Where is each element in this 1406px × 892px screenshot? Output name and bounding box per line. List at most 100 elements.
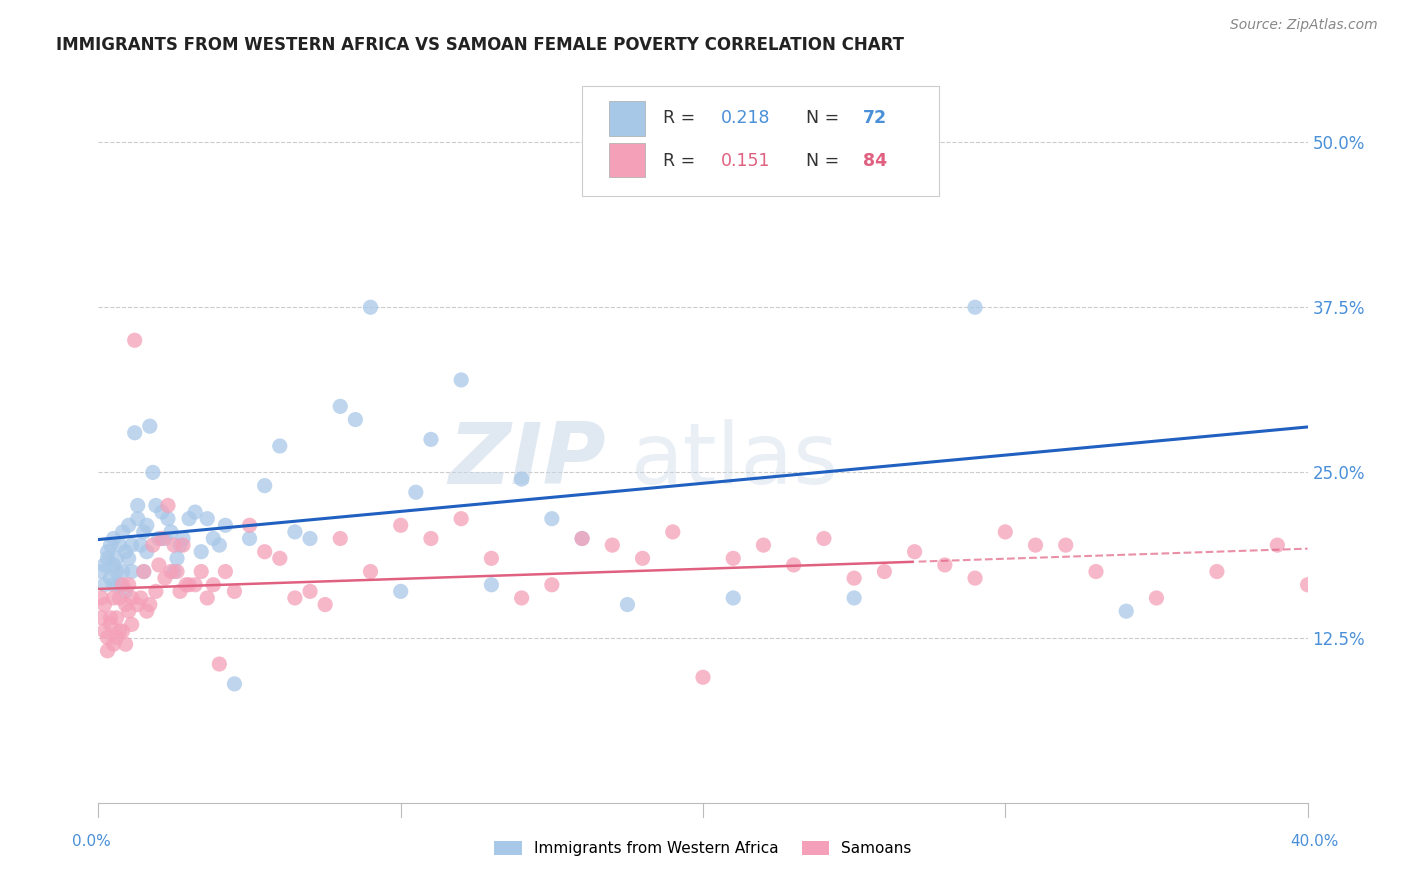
Point xyxy=(166,565,188,579)
Point xyxy=(118,578,141,592)
Text: R =: R = xyxy=(664,153,700,170)
Text: IMMIGRANTS FROM WESTERN AFRICA VS SAMOAN FEMALE POVERTY CORRELATION CHART: IMMIGRANTS FROM WESTERN AFRICA VS SAMOAN… xyxy=(56,36,904,54)
Point xyxy=(108,578,131,592)
Point xyxy=(405,485,427,500)
Point xyxy=(284,591,307,605)
Point xyxy=(224,584,246,599)
Point xyxy=(844,591,866,605)
Point xyxy=(129,538,152,552)
Point xyxy=(314,598,336,612)
Point xyxy=(118,604,141,618)
Point xyxy=(148,558,170,572)
Point xyxy=(169,538,191,552)
Point xyxy=(389,518,412,533)
Point xyxy=(661,524,683,539)
Point xyxy=(172,532,194,546)
Point xyxy=(96,545,118,559)
Point xyxy=(540,578,562,592)
Text: 0.218: 0.218 xyxy=(721,110,770,128)
Point xyxy=(169,584,191,599)
Point xyxy=(108,591,131,605)
Point xyxy=(813,532,835,546)
Point xyxy=(602,538,624,552)
Point xyxy=(111,565,134,579)
Point xyxy=(481,551,503,566)
Point xyxy=(195,511,218,525)
Point xyxy=(1024,538,1046,552)
Point xyxy=(150,505,173,519)
Point xyxy=(208,538,231,552)
Point xyxy=(114,598,136,612)
Point xyxy=(118,518,141,533)
Point xyxy=(100,538,122,552)
Point xyxy=(360,300,382,314)
Point xyxy=(156,499,179,513)
Point xyxy=(631,551,654,566)
Text: 84: 84 xyxy=(863,153,887,170)
Point xyxy=(179,578,201,592)
Point xyxy=(111,624,134,638)
Point xyxy=(153,532,176,546)
Point xyxy=(103,558,125,572)
Point xyxy=(269,551,291,566)
Point xyxy=(1054,538,1077,552)
Point xyxy=(723,551,745,566)
Point xyxy=(153,571,176,585)
Point xyxy=(202,578,225,592)
Point xyxy=(121,591,143,605)
Point xyxy=(329,400,352,414)
Point xyxy=(344,412,367,426)
Point xyxy=(239,518,262,533)
Point xyxy=(96,551,118,566)
Legend: Immigrants from Western Africa, Samoans: Immigrants from Western Africa, Samoans xyxy=(488,835,918,862)
Point xyxy=(1267,538,1289,552)
Point xyxy=(103,591,125,605)
Point xyxy=(93,598,115,612)
Text: 0.0%: 0.0% xyxy=(72,834,111,848)
FancyBboxPatch shape xyxy=(609,143,645,177)
Text: N =: N = xyxy=(806,110,845,128)
Point xyxy=(571,532,593,546)
Point xyxy=(100,617,122,632)
Point xyxy=(253,478,276,492)
Point xyxy=(1115,604,1137,618)
Point xyxy=(103,578,125,592)
Point xyxy=(1144,591,1167,605)
Point xyxy=(145,584,167,599)
Point xyxy=(108,538,131,552)
Point xyxy=(121,565,143,579)
Point xyxy=(100,571,122,585)
Point xyxy=(752,538,775,552)
Point xyxy=(108,624,131,638)
Point xyxy=(214,565,236,579)
Point xyxy=(124,333,146,347)
Point xyxy=(299,532,322,546)
Text: Source: ZipAtlas.com: Source: ZipAtlas.com xyxy=(1230,18,1378,32)
Point xyxy=(103,532,125,546)
Point xyxy=(100,611,122,625)
Point xyxy=(179,511,201,525)
Point xyxy=(90,591,112,605)
Point xyxy=(93,578,115,592)
Point xyxy=(105,551,128,566)
Point xyxy=(692,670,714,684)
Point xyxy=(121,617,143,632)
Point xyxy=(96,631,118,645)
Point xyxy=(174,578,197,592)
Point xyxy=(124,425,146,440)
Point xyxy=(420,532,443,546)
Point xyxy=(450,511,472,525)
Point xyxy=(93,558,115,572)
Point xyxy=(129,591,152,605)
Point xyxy=(360,565,382,579)
Point xyxy=(844,571,866,585)
Point xyxy=(647,161,669,176)
Point xyxy=(195,591,218,605)
Point xyxy=(184,505,207,519)
Point xyxy=(90,565,112,579)
Point xyxy=(160,565,183,579)
Point xyxy=(90,611,112,625)
Point xyxy=(723,591,745,605)
Point xyxy=(269,439,291,453)
Point xyxy=(329,532,352,546)
